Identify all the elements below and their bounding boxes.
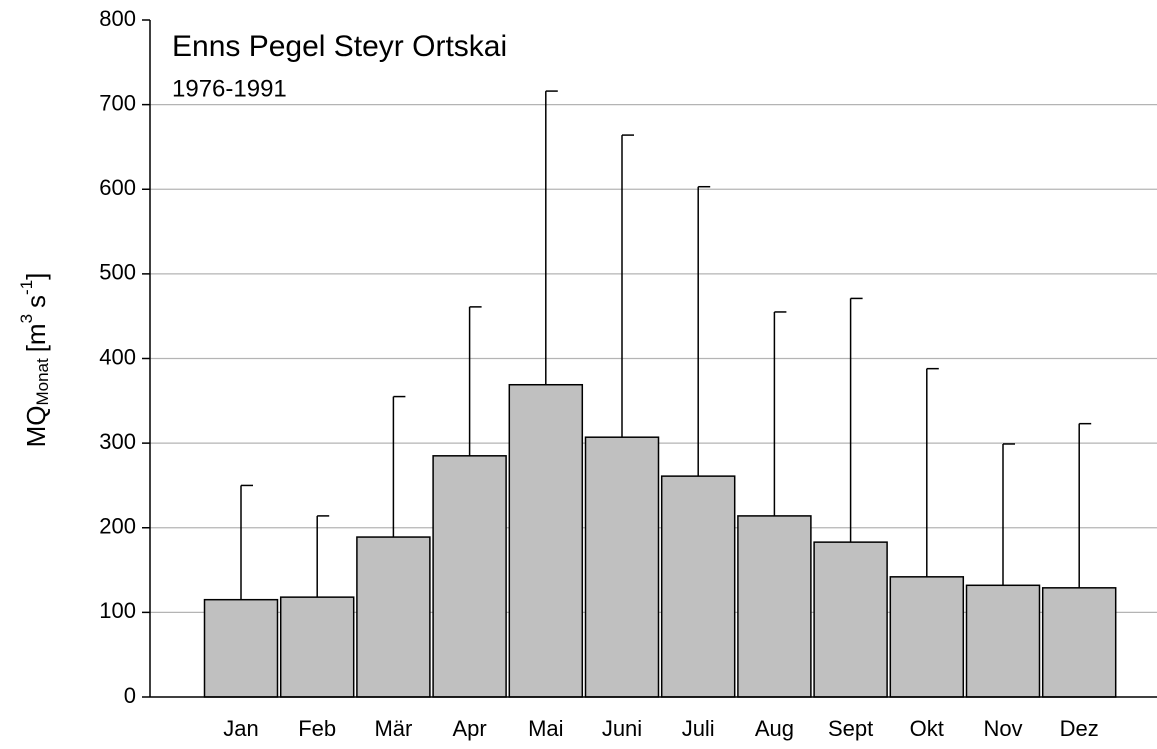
- bar: [660, 475, 736, 698]
- y-label-unit: [m: [21, 323, 51, 352]
- x-tick-label: Okt: [910, 716, 944, 741]
- x-tick-label: Aug: [755, 716, 794, 741]
- bar: [737, 515, 812, 698]
- y-tick-label: 500: [99, 260, 136, 285]
- y-tick-label: 600: [99, 175, 136, 200]
- chart-title: Enns Pegel Steyr Ortskai: [172, 30, 507, 63]
- x-tick-label: Mai: [528, 716, 563, 741]
- x-tick-label: Juli: [682, 716, 715, 741]
- bar: [508, 383, 584, 698]
- y-label-unit: s: [21, 295, 51, 308]
- y-label-main: MQ: [21, 406, 51, 448]
- x-tick-label: Nov: [983, 716, 1022, 741]
- x-tick-label: Jan: [223, 716, 258, 741]
- y-tick-label: 700: [99, 90, 136, 115]
- x-tick-label: Sept: [828, 716, 873, 741]
- y-tick-label: 0: [124, 683, 136, 708]
- y-tick-label: 300: [99, 429, 136, 454]
- y-label-sup: 3: [17, 314, 36, 323]
- x-tick-label: Dez: [1060, 716, 1099, 741]
- y-axis-label: MQMonat [m3 s-1]: [17, 273, 52, 448]
- bar: [584, 436, 660, 698]
- y-label-sub: Monat: [33, 358, 52, 406]
- x-tick-label: Mär: [374, 716, 412, 741]
- x-tick-label: Apr: [452, 716, 486, 741]
- bar: [965, 584, 1041, 698]
- y-label-sup: -1: [17, 280, 36, 295]
- bar: [813, 541, 888, 698]
- bar: [889, 576, 965, 698]
- y-tick-label: 800: [99, 6, 136, 31]
- y-label-unit: ]: [21, 273, 51, 280]
- bar: [1041, 587, 1117, 698]
- bar: [203, 598, 279, 698]
- bar: [279, 596, 355, 698]
- y-tick-label: 400: [99, 344, 136, 369]
- y-tick-label: 100: [99, 598, 136, 623]
- x-tick-label: Juni: [602, 716, 642, 741]
- bar: [432, 455, 507, 698]
- bar: [356, 536, 431, 698]
- y-tick-label: 200: [99, 514, 136, 539]
- x-tick-label: Feb: [298, 716, 336, 741]
- chart-subtitle: 1976-1991: [172, 75, 287, 102]
